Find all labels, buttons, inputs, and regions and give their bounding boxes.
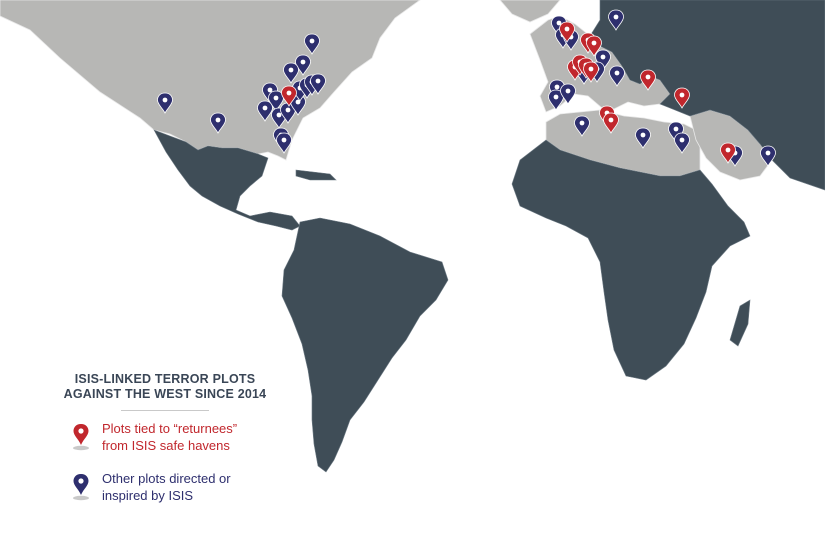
legend-title-line-1: ISIS-LINKED TERROR PLOTS [74,372,256,386]
legend-title: ISIS-LINKED TERROR PLOTS AGAINST THE WES… [40,372,290,402]
caribbean [295,169,337,181]
legend-label-other: Other plots directed or inspired by ISIS [102,471,231,503]
legend-item-other: Other plots directed or inspired by ISIS [40,470,290,506]
eurasia-east [589,0,825,191]
map-pin-icon [73,474,89,501]
legend-title-line-2: AGAINST THE WEST SINCE 2014 [63,387,267,401]
map-legend: ISIS-LINKED TERROR PLOTS AGAINST THE WES… [40,372,290,520]
legend-label-returnees: Plots tied to “returnees” from ISIS safe… [102,421,238,453]
legend-item-returnees: Plots tied to “returnees” from ISIS safe… [40,420,290,456]
greenland-region [499,0,561,23]
map-pin-icon [73,424,89,451]
legend-divider [121,410,209,411]
north-america-region [0,0,421,161]
other-regions [153,0,825,473]
mexico-central-america [153,129,301,231]
south-america [281,217,449,473]
africa [511,139,751,381]
madagascar [729,299,751,347]
